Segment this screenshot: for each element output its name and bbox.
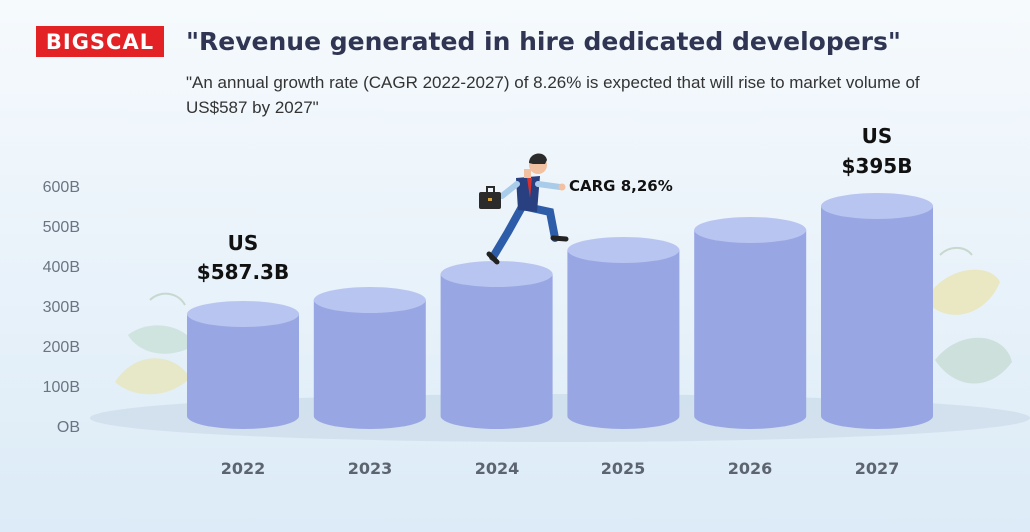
y-tick-label: OB (57, 419, 80, 436)
bar-2027 (821, 193, 933, 429)
bar-body (187, 314, 299, 429)
y-tick-label: 400B (43, 259, 80, 276)
x-tick-label: 2024 (475, 459, 520, 478)
data-label-2027-line1: US (862, 124, 893, 148)
x-tick-label: 2027 (855, 459, 900, 478)
data-label-2027-line2: $395B (842, 154, 913, 178)
bar-top (440, 261, 553, 287)
bar-series (187, 193, 933, 429)
bar-top (313, 287, 426, 313)
y-tick-label: 300B (43, 299, 80, 316)
leaf-decoration-right (925, 246, 1012, 384)
y-tick-label: 100B (43, 379, 80, 396)
bar-top (694, 217, 807, 243)
x-tick-label: 2022 (221, 459, 266, 478)
bar-2024 (440, 261, 553, 429)
bar-2022 (187, 301, 299, 429)
cagr-annotation: CARG 8,26% (569, 177, 673, 195)
chart-title: "Revenue generated in hire dedicated dev… (186, 27, 901, 56)
bar-2023 (313, 287, 426, 429)
x-tick-label: 2025 (601, 459, 646, 478)
bar-body (821, 206, 933, 429)
data-label-2022-line1: US (228, 231, 259, 255)
y-tick-label: 600B (43, 179, 80, 196)
bar-top (821, 193, 933, 219)
bar-body (440, 274, 553, 429)
bar-top (567, 237, 680, 263)
x-tick-label: 2026 (728, 459, 773, 478)
bar-body (313, 300, 426, 429)
bar-body (567, 250, 680, 429)
bar-2026 (694, 217, 807, 429)
businessman-illustration (479, 153, 569, 265)
bigscal-logo: BIGSCAL (36, 26, 164, 57)
chart-subtitle: "An annual growth rate (CAGR 2022-2027) … (186, 73, 920, 117)
bar-body (694, 230, 807, 429)
x-axis: 2022 2023 2024 2025 2026 2027 (221, 459, 900, 478)
leaf-decoration-left (115, 292, 195, 395)
y-tick-label: 200B (43, 339, 80, 356)
x-tick-label: 2023 (348, 459, 393, 478)
data-label-2022-line2: $587.3B (197, 260, 289, 284)
y-axis: OB 100B 200B 300B 400B 500B 600B (43, 179, 80, 436)
bar-2025 (567, 237, 680, 429)
bar-top (187, 301, 299, 327)
y-tick-label: 500B (43, 219, 80, 236)
